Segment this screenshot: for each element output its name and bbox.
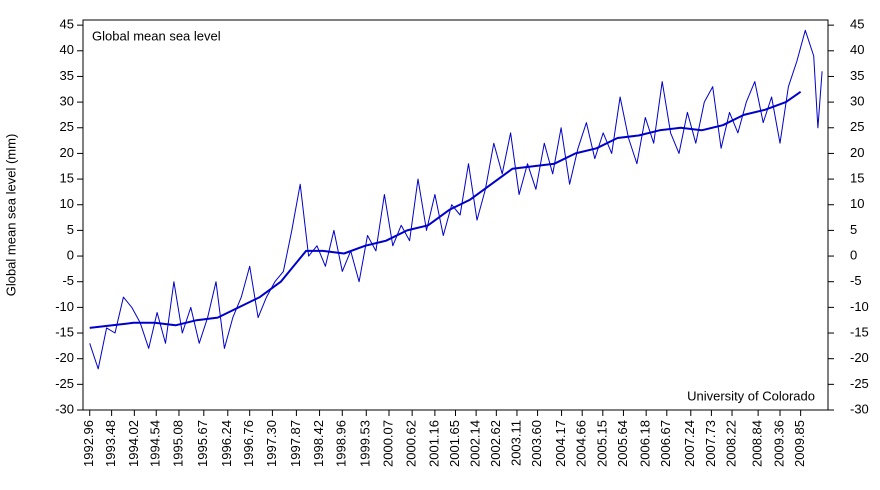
x-tick-label: 1995.08 <box>170 420 185 467</box>
sea-level-line <box>89 90 802 329</box>
y2-tick-label: 5 <box>850 222 857 237</box>
y2-tick-label: -25 <box>850 376 869 391</box>
x-tick-label: 2000.62 <box>404 420 419 467</box>
x-tick-label: 2005.64 <box>615 420 630 467</box>
x-tick-label: 2004.17 <box>553 420 568 467</box>
x-tick-label: 2008.84 <box>750 420 765 467</box>
y-tick-label: -10 <box>55 299 74 314</box>
x-tick-label: 2007.73 <box>703 420 718 467</box>
x-tick-label: 2003.60 <box>529 420 544 467</box>
y2-tick-label: 20 <box>850 145 864 160</box>
y2-tick-label: 10 <box>850 196 864 211</box>
y2-tick-label: -15 <box>850 324 869 339</box>
y-tick-label: 25 <box>60 119 74 134</box>
x-tick-label: 1997.30 <box>264 420 279 467</box>
y2-tick-label: 25 <box>850 119 864 134</box>
y2-tick-label: -5 <box>850 273 862 288</box>
y-tick-label: -15 <box>55 324 74 339</box>
x-tick-label: 2001.65 <box>447 420 462 467</box>
x-tick-label: 1999.53 <box>358 420 373 467</box>
sea-level-line <box>89 29 823 370</box>
x-tick-label: 1995.67 <box>195 420 210 467</box>
x-tick-label: 2002.14 <box>468 420 483 467</box>
x-tick-label: 2003.11 <box>508 420 523 466</box>
x-tick-label: 2002.62 <box>488 420 503 467</box>
plot-frame <box>82 19 829 411</box>
y-tick-label: 15 <box>60 171 74 186</box>
y2-tick-label: 35 <box>850 68 864 83</box>
y-tick-label: 10 <box>60 196 74 211</box>
x-tick-label: 1993.48 <box>103 420 118 467</box>
annotation: University of Colorado <box>687 388 815 403</box>
y-tick-label: 45 <box>60 17 74 32</box>
x-tick-label: 2006.67 <box>658 420 673 467</box>
x-tick-label: 1992.96 <box>81 420 96 467</box>
x-tick-label: 2006.18 <box>638 420 653 467</box>
y2-tick-label: 45 <box>850 17 864 32</box>
x-tick-label: 1998.42 <box>311 420 326 467</box>
y-tick-label: 35 <box>60 68 74 83</box>
y-tick-label: -5 <box>62 273 74 288</box>
x-tick-label: 2007.24 <box>682 420 697 467</box>
y2-tick-label: 30 <box>850 94 864 109</box>
x-tick-label: 2008.22 <box>723 420 738 467</box>
x-tick-label: 1997.87 <box>288 420 303 467</box>
y-tick-label: 0 <box>67 247 74 262</box>
y-tick-label: 40 <box>60 42 74 57</box>
x-tick-label: 2005.15 <box>594 420 609 467</box>
y-tick-label: 20 <box>60 145 74 160</box>
y2-tick-label: 15 <box>850 171 864 186</box>
y-tick-label: 30 <box>60 94 74 109</box>
x-tick-label: 2001.16 <box>426 420 441 467</box>
y2-tick-label: 0 <box>850 247 857 262</box>
x-tick-label: 2009.36 <box>771 420 786 467</box>
x-tick-label: 2009.85 <box>792 420 807 467</box>
x-tick-label: 2000.07 <box>380 420 395 467</box>
y2-tick-label: 40 <box>850 42 864 57</box>
annotation: Global mean sea level <box>92 28 221 43</box>
x-tick-label: 1996.24 <box>219 420 234 467</box>
y-tick-label: -30 <box>55 401 74 416</box>
y-tick-label: -25 <box>55 376 74 391</box>
x-tick-label: 2004.66 <box>574 420 589 467</box>
x-tick-label: 1994.02 <box>126 420 141 467</box>
y-tick-label: 5 <box>67 222 74 237</box>
x-tick-label: 1998.96 <box>334 420 349 467</box>
x-tick-label: 1994.54 <box>148 420 163 467</box>
y2-tick-label: -10 <box>850 299 869 314</box>
y-tick-label: -20 <box>55 350 74 365</box>
x-tick-label: 1996.76 <box>241 420 256 467</box>
y2-tick-label: -30 <box>850 401 869 416</box>
y-axis-label: Global mean sea level (mm) <box>3 134 18 297</box>
y2-tick-label: -20 <box>850 350 869 365</box>
